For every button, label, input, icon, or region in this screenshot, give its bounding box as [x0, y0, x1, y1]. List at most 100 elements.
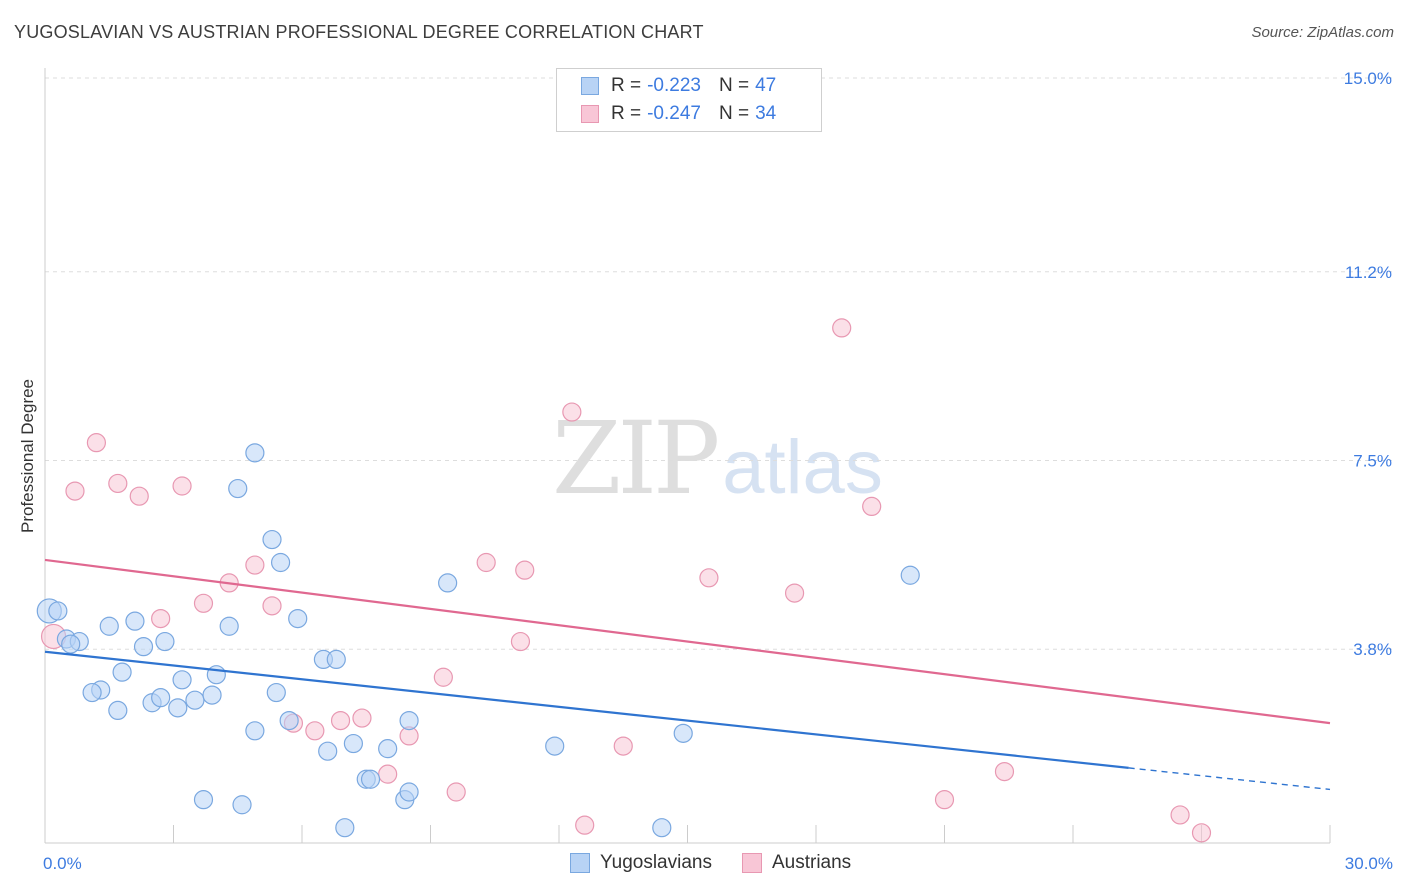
correlation-legend: R = -0.223 N = 47 R = -0.247 N = 34	[556, 68, 822, 132]
austrian-point	[699, 568, 719, 588]
yugoslavian-point	[399, 710, 419, 731]
yugoslavian-point	[193, 790, 214, 810]
austrian-point	[193, 593, 214, 613]
austrian-point	[1170, 805, 1190, 825]
yugoslavian-point	[133, 637, 154, 657]
legend-row-austrians: R = -0.247 N = 34	[581, 101, 776, 127]
chart-title: YUGOSLAVIAN VS AUSTRIAN PROFESSIONAL DEG…	[14, 22, 704, 42]
yugoslavian-point	[270, 552, 291, 573]
yugoslavian-point	[48, 601, 68, 621]
austrian-point	[330, 710, 351, 731]
blue-swatch	[581, 77, 599, 95]
yugoslavian-point	[108, 700, 128, 721]
austrian-point	[86, 433, 107, 453]
series-legend: Yugoslavians Austrians	[570, 852, 881, 874]
austrian-point	[245, 555, 265, 575]
austrian-point	[378, 764, 398, 784]
yugoslavian-point	[262, 529, 282, 550]
y-tick-label: 15.0%	[1344, 69, 1392, 88]
yugoslavians-points	[36, 443, 920, 838]
yugoslavian-point	[545, 736, 565, 756]
r-label: R =	[611, 75, 642, 96]
austrian-point	[65, 481, 85, 501]
yugoslavian-point	[168, 698, 188, 718]
legend-label: Yugoslavians	[600, 852, 712, 873]
austrian-point	[352, 708, 372, 728]
yugoslavian-point	[172, 670, 192, 690]
yugoslavian-point	[652, 818, 672, 838]
austrians-points	[40, 106, 1212, 843]
pink-swatch	[741, 853, 762, 873]
legend-item-austrians: Austrians	[741, 852, 852, 874]
x-tick-label: 30.0%	[1345, 854, 1393, 873]
yugoslavian-point	[279, 710, 299, 731]
y-tick-label: 3.8%	[1353, 640, 1392, 659]
austrian-point	[262, 596, 282, 616]
yugoslavian-point	[900, 565, 920, 585]
r-value: -0.247	[647, 103, 701, 124]
yugoslavian-point	[82, 682, 102, 703]
y-tick-label: 7.5%	[1353, 452, 1392, 471]
austrian-point	[108, 473, 128, 494]
yugoslavian-point	[202, 685, 222, 705]
austrian-point	[129, 486, 149, 506]
austrian-point	[575, 815, 595, 835]
yugoslavian-point	[335, 818, 355, 838]
source-label: Source: ZipAtlas.com	[1251, 24, 1394, 41]
yugoslavian-point	[318, 741, 338, 761]
austrian-point	[305, 721, 325, 741]
austrian-point	[562, 402, 582, 422]
yugoslavian-point	[125, 611, 145, 631]
n-value: 47	[755, 75, 777, 96]
yugoslavian-point	[151, 688, 171, 708]
n-label: N =	[718, 103, 750, 124]
austrian-point	[446, 782, 466, 802]
austrian-point	[994, 761, 1015, 782]
yugoslavian-point	[360, 769, 381, 789]
austrian-point	[934, 790, 955, 810]
austrian-point	[862, 496, 882, 516]
yugoslavian-trendline	[44, 650, 1129, 769]
legend-row-yugoslavians: R = -0.223 N = 47	[581, 73, 776, 99]
yugoslavian-point	[326, 649, 346, 670]
pink-swatch	[581, 105, 599, 123]
watermark-atlas: atlas	[722, 425, 883, 510]
blue-swatch	[570, 853, 590, 873]
yugoslavian-point	[99, 616, 119, 636]
yugoslavian-point	[673, 723, 693, 743]
yugoslavian-point	[61, 634, 81, 654]
yugoslavian-point	[112, 662, 132, 682]
austrian-point	[433, 667, 453, 687]
austrian-point	[1191, 823, 1212, 843]
yugoslavian-point	[185, 690, 205, 710]
austrian-point	[784, 583, 805, 603]
watermark: ZIPatlas	[552, 400, 883, 517]
yugoslavian-point	[245, 721, 265, 741]
r-label: R =	[611, 103, 642, 124]
yugoslavian-trendline-extension	[1128, 767, 1331, 791]
legend-label: Austrians	[771, 852, 852, 873]
austrian-point	[515, 560, 535, 580]
yugoslavian-point	[232, 795, 252, 815]
yugoslavian-point	[378, 739, 398, 759]
trendlines	[44, 558, 1331, 791]
austrian-point	[476, 552, 496, 573]
yugoslavian-point	[155, 631, 175, 652]
yugoslavian-point	[219, 616, 239, 636]
yugoslavian-point	[288, 608, 308, 629]
watermark-zip: ZIP	[552, 400, 720, 517]
x-tick-label: 0.0%	[43, 854, 82, 873]
n-value: 34	[755, 103, 777, 124]
yugoslavian-point	[245, 443, 265, 463]
austrian-point	[172, 476, 192, 496]
yugoslavian-point	[266, 682, 286, 703]
yugoslavian-point	[438, 573, 458, 593]
austrian-trendline	[44, 558, 1331, 725]
austrian-point	[151, 608, 171, 629]
yugoslavian-point	[399, 782, 419, 802]
yugoslavian-point	[228, 478, 248, 499]
yugoslavian-point	[343, 733, 363, 754]
austrian-point	[613, 736, 633, 756]
austrian-point	[832, 318, 852, 338]
